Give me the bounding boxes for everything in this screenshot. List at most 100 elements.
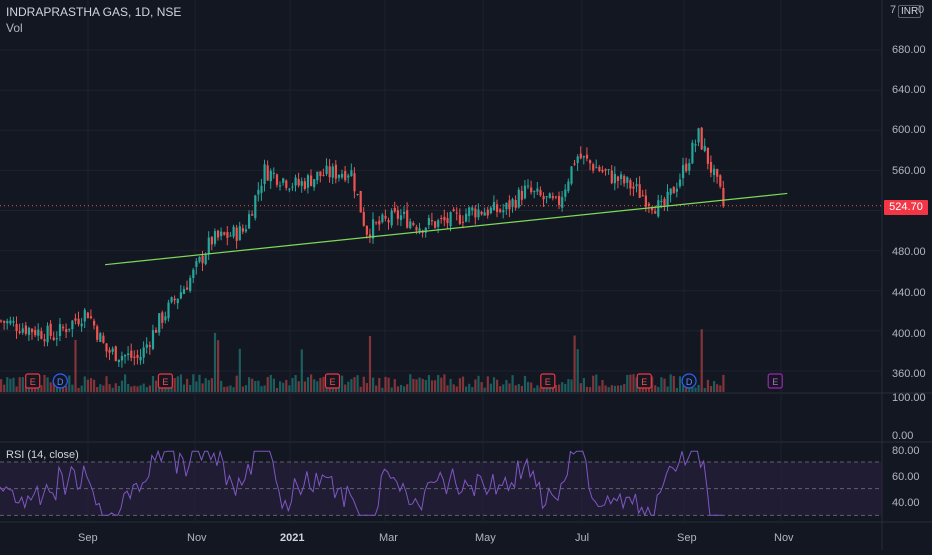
volume-bar	[40, 385, 43, 392]
candle-body	[96, 326, 99, 340]
volume-bar	[139, 385, 142, 392]
candle-body	[486, 209, 489, 216]
candle-body	[145, 344, 148, 348]
candle-body	[189, 277, 192, 291]
volume-bar	[213, 332, 217, 392]
candle-body	[322, 174, 325, 176]
volume-bar	[418, 377, 421, 392]
candle-body	[192, 269, 195, 279]
candle-body	[142, 347, 145, 358]
volume-bar	[499, 386, 502, 392]
volume-bar	[716, 384, 719, 392]
volume-bar	[238, 348, 241, 392]
price-tick-440: 440.00	[892, 287, 926, 299]
candle-body	[195, 261, 198, 267]
candle-body	[604, 169, 607, 171]
candle-body	[139, 356, 142, 361]
candle-body	[9, 320, 12, 324]
candle-body	[179, 292, 182, 299]
candle-body	[285, 180, 288, 188]
candle-body	[291, 186, 294, 188]
candle-body	[350, 170, 353, 177]
volume-bar	[601, 380, 604, 392]
currency-badge[interactable]: INR	[898, 5, 922, 18]
candle-body	[440, 218, 443, 220]
volume-bar	[582, 377, 585, 392]
rsi-tick-40: 40.00	[892, 497, 920, 509]
volume-bar	[155, 380, 158, 392]
candle-body	[700, 127, 703, 150]
volume-bar	[182, 384, 186, 392]
volume-bar	[632, 374, 635, 392]
candle-body	[201, 255, 204, 264]
event-marker-label: E	[545, 377, 551, 387]
volume-bar	[390, 387, 393, 392]
candle-body	[62, 326, 65, 329]
price-tick-560: 560.00	[892, 165, 926, 177]
volume-bar	[254, 381, 257, 392]
candle-body	[489, 207, 492, 214]
candle-body	[709, 161, 713, 173]
candle-body	[288, 188, 291, 190]
candle-body	[651, 207, 654, 211]
candle-body	[155, 329, 158, 333]
volume-bar	[102, 385, 105, 392]
volume-bar	[198, 374, 201, 392]
volume-bar	[613, 385, 616, 392]
volume-bar	[282, 382, 285, 392]
candle-body	[303, 181, 306, 189]
volume-bar	[275, 387, 279, 392]
volume-bar	[74, 339, 77, 392]
volume-bar	[99, 384, 102, 392]
candle-body	[198, 256, 201, 262]
candle-body	[601, 169, 604, 172]
candle-body	[186, 287, 189, 290]
candle-body	[77, 318, 80, 325]
volume-bar	[108, 384, 111, 392]
candle-body	[406, 210, 409, 228]
volume-bar	[570, 379, 573, 392]
volume-bar	[576, 349, 579, 392]
volume-bar	[210, 378, 213, 392]
candle-body	[378, 220, 381, 225]
volume-bar	[316, 381, 319, 392]
volume-bar	[46, 377, 49, 392]
volume-bar	[372, 377, 375, 392]
candle-body	[241, 228, 244, 232]
volume-bar	[350, 379, 353, 392]
volume-bar	[424, 379, 427, 392]
volume-bar	[415, 379, 418, 392]
volume-bar	[217, 340, 220, 392]
candle-body	[213, 231, 217, 244]
candle-body	[461, 221, 465, 223]
candle-body	[434, 221, 437, 228]
candle-body	[499, 209, 502, 212]
volume-bar	[266, 376, 269, 392]
volume-bar	[713, 381, 716, 392]
volume-bar	[136, 386, 139, 392]
candle-body	[688, 163, 691, 171]
volume-bar	[3, 384, 6, 392]
volume-tick-0: 0.00	[892, 430, 914, 442]
candle-body	[437, 220, 440, 227]
candle-body	[514, 200, 517, 208]
candle-body	[443, 216, 446, 221]
volume-bar	[310, 374, 313, 392]
volume-bar	[446, 385, 449, 392]
candle-body	[210, 237, 213, 245]
volume-bar	[52, 380, 55, 392]
candle-body	[647, 203, 651, 206]
volume-bar	[719, 385, 722, 392]
volume-bar	[520, 385, 523, 392]
volume-bar	[124, 374, 127, 392]
volume-bar	[68, 375, 71, 392]
candle-body	[644, 195, 647, 207]
volume-bar	[341, 375, 344, 392]
volume-bar	[474, 379, 477, 392]
volume-bar	[508, 383, 511, 392]
candle-body	[399, 215, 403, 221]
candle-body	[548, 193, 551, 199]
candle-body	[365, 225, 368, 235]
